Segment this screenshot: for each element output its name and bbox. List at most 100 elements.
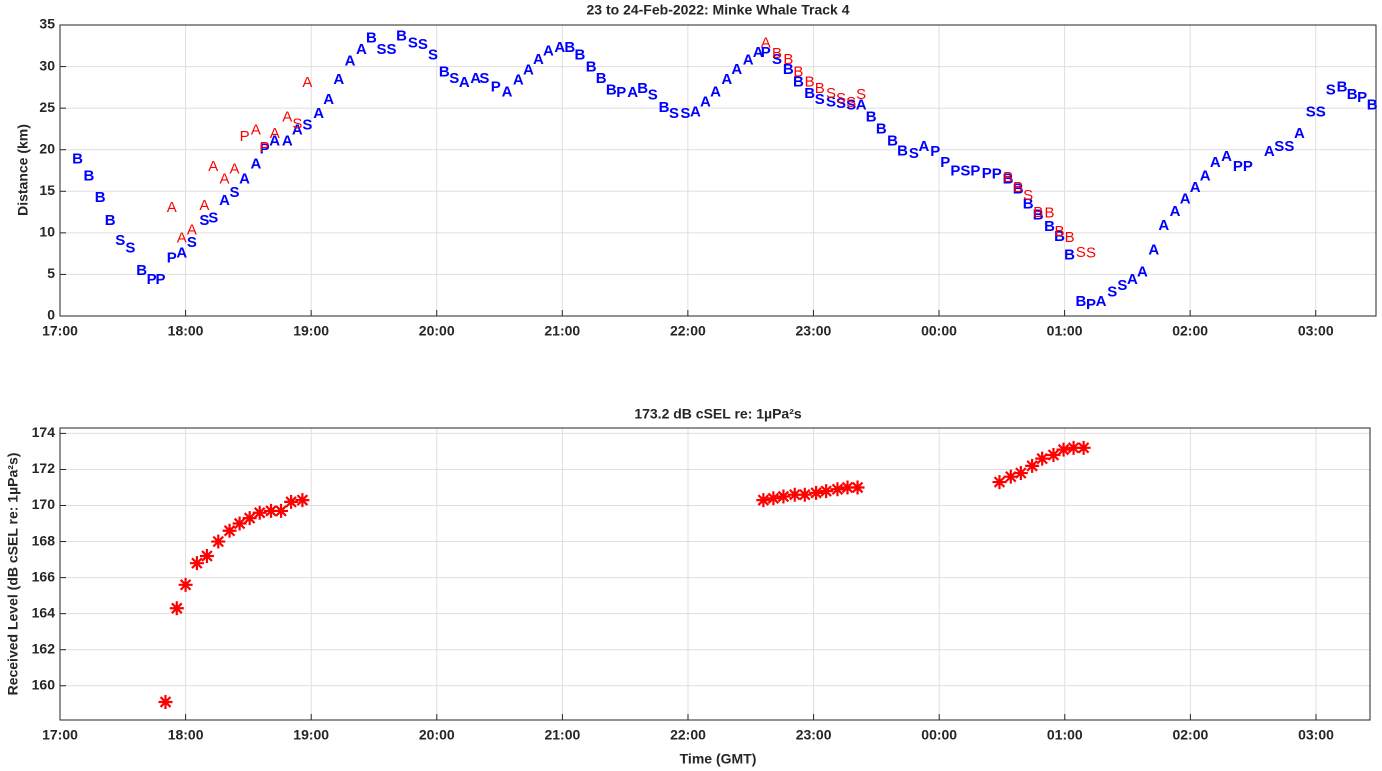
point-asterisk bbox=[850, 480, 865, 495]
x-tick-label: 00:00 bbox=[921, 323, 957, 339]
point-letter: A bbox=[250, 156, 261, 173]
point-letter: A bbox=[282, 132, 293, 149]
point-letter: A bbox=[554, 39, 565, 56]
point-letter: A bbox=[333, 71, 344, 88]
point-letter: P bbox=[491, 78, 501, 95]
point-letter: S bbox=[449, 70, 459, 87]
point-asterisk bbox=[776, 489, 791, 504]
point-letter: P bbox=[1233, 158, 1243, 175]
point-letter: A bbox=[753, 44, 764, 61]
point-asterisk bbox=[211, 534, 226, 549]
point-letter: A bbox=[1096, 293, 1107, 310]
point-letter: S bbox=[230, 184, 240, 201]
point-letter: B bbox=[83, 167, 94, 184]
point-letter: P bbox=[260, 139, 270, 156]
y-tick-label: 168 bbox=[32, 532, 56, 548]
x-tick-label: 18:00 bbox=[168, 727, 204, 743]
point-letter: S bbox=[1107, 284, 1117, 301]
y-tick-label: 30 bbox=[39, 57, 55, 73]
point-letter: B bbox=[396, 28, 407, 45]
x-tick-label: 21:00 bbox=[544, 323, 580, 339]
point-letter: S bbox=[199, 212, 209, 229]
point-letter: B bbox=[1347, 86, 1358, 103]
point-letter: S bbox=[1117, 277, 1127, 294]
x-tick-label: 20:00 bbox=[419, 727, 455, 743]
point-letter: B bbox=[596, 70, 607, 87]
point-asterisk bbox=[252, 505, 267, 520]
point-letter: B bbox=[1337, 78, 1348, 95]
point-letter: B bbox=[1013, 179, 1023, 196]
point-letter: B bbox=[1023, 196, 1034, 213]
point-letter: B bbox=[887, 132, 898, 149]
x-tick-label: 21:00 bbox=[544, 727, 580, 743]
point-letter: B bbox=[105, 212, 116, 229]
point-letter: B bbox=[793, 73, 804, 90]
point-letter: B bbox=[793, 63, 803, 80]
point-asterisk bbox=[819, 484, 834, 499]
point-letter: S bbox=[846, 97, 856, 114]
point-letter: P bbox=[1086, 296, 1096, 313]
point-asterisk bbox=[797, 487, 812, 502]
point-letter: A bbox=[1148, 241, 1159, 258]
point-letter: B bbox=[366, 29, 377, 46]
y-tick-label: 172 bbox=[32, 460, 56, 476]
point-letter: S bbox=[1326, 82, 1336, 99]
point-letter: A bbox=[1264, 143, 1275, 160]
y-tick-label: 162 bbox=[32, 640, 56, 656]
point-asterisk bbox=[232, 516, 247, 531]
point-letter: B bbox=[815, 80, 825, 97]
x-tick-label: 01:00 bbox=[1047, 323, 1083, 339]
point-letter: A bbox=[502, 83, 513, 100]
point-asterisk bbox=[274, 503, 289, 518]
point-letter: B bbox=[1003, 169, 1013, 186]
point-letter: P bbox=[930, 143, 940, 160]
point-letter: S bbox=[680, 105, 690, 122]
y-axis-label: Received Level (dB cSEL re: 1µPa²s) bbox=[5, 453, 21, 696]
x-tick-label: 00:00 bbox=[921, 727, 957, 743]
point-letter: P bbox=[982, 165, 992, 182]
y-tick-label: 164 bbox=[32, 604, 56, 620]
point-letter: B bbox=[95, 189, 106, 206]
point-asterisk bbox=[222, 523, 237, 538]
point-letter: B bbox=[1003, 171, 1014, 188]
point-letter: B bbox=[772, 45, 782, 62]
point-letter: P bbox=[1243, 158, 1253, 175]
point-letter: A bbox=[251, 122, 261, 139]
y-tick-label: 170 bbox=[32, 496, 56, 512]
point-letter: B bbox=[1054, 228, 1065, 245]
point-letter: A bbox=[208, 158, 218, 175]
point-letter: A bbox=[721, 71, 732, 88]
point-letter: P bbox=[992, 166, 1002, 183]
point-letter: S bbox=[960, 162, 970, 179]
point-letter: S bbox=[648, 87, 658, 104]
point-letter: B bbox=[1064, 246, 1075, 263]
point-letter: A bbox=[177, 230, 187, 247]
point-letter: A bbox=[856, 97, 867, 114]
point-asterisk bbox=[178, 577, 193, 592]
x-tick-label: 01:00 bbox=[1047, 727, 1083, 743]
point-letter: B bbox=[1045, 205, 1055, 222]
point-asterisk bbox=[1003, 469, 1018, 484]
point-asterisk bbox=[242, 511, 257, 526]
point-letter: S bbox=[302, 117, 312, 134]
point-letter: S bbox=[1086, 245, 1096, 262]
point-letter: S bbox=[1284, 138, 1294, 155]
point-letter: A bbox=[187, 221, 197, 238]
y-tick-label: 174 bbox=[32, 424, 56, 440]
point-letter: B bbox=[783, 61, 794, 78]
point-letter: A bbox=[1200, 167, 1211, 184]
point-letter: A bbox=[700, 93, 711, 110]
point-letter: A bbox=[292, 122, 303, 139]
y-tick-label: 10 bbox=[39, 224, 55, 240]
point-letter: B bbox=[574, 47, 585, 64]
point-letter: A bbox=[523, 62, 534, 79]
point-letter: A bbox=[219, 192, 230, 209]
x-tick-label: 23:00 bbox=[796, 323, 832, 339]
point-asterisk bbox=[1066, 440, 1081, 455]
point-letter: A bbox=[356, 41, 367, 58]
y-tick-label: 166 bbox=[32, 568, 56, 584]
point-letter: P bbox=[155, 271, 165, 288]
point-letter: A bbox=[345, 53, 356, 70]
y-tick-label: 0 bbox=[47, 307, 55, 323]
